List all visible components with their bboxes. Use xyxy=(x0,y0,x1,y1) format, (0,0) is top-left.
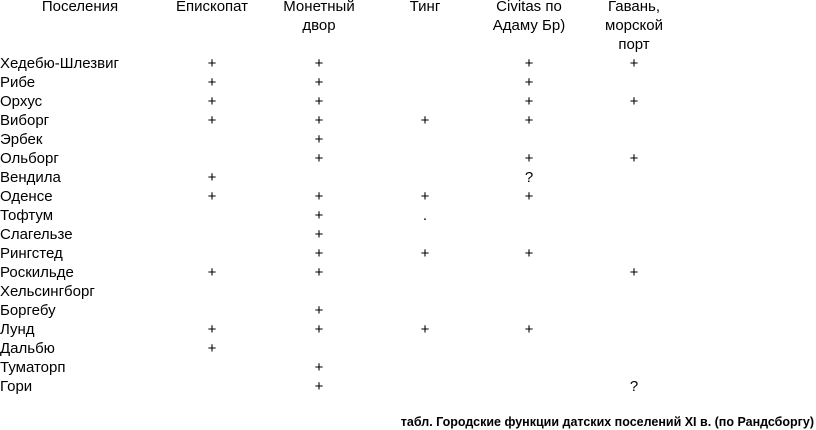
table-cell: + xyxy=(629,55,639,72)
header-cell: Гавань, xyxy=(607,0,661,15)
header-cell: морской xyxy=(605,17,663,34)
table-cell: + xyxy=(314,264,324,281)
table-cell: + xyxy=(629,150,639,167)
table-cell: + xyxy=(314,150,324,167)
table-caption: табл. Городские функции датских поселени… xyxy=(400,415,814,429)
table-cell: + xyxy=(314,131,324,148)
table-cell: + xyxy=(314,302,324,319)
table-cell: + xyxy=(420,188,430,205)
table-cell: + xyxy=(314,188,324,205)
header-cell: Адаму Бр) xyxy=(492,17,566,34)
settlement-name: Оденсе xyxy=(0,188,53,205)
settlement-name: Лунд xyxy=(0,321,35,338)
settlement-name: Слагельзе xyxy=(0,226,73,243)
table-cell: + xyxy=(207,169,217,186)
header-cell: порт xyxy=(618,36,650,53)
table-cell: + xyxy=(524,112,534,129)
table-cell: + xyxy=(314,55,324,72)
settlement-name: Хельсингборг xyxy=(0,283,95,300)
settlement-name: Орхус xyxy=(0,93,43,110)
table-cell: + xyxy=(207,264,217,281)
table-cell: + xyxy=(524,55,534,72)
settlement-name: Гори xyxy=(0,378,33,395)
header-cell: Епископат xyxy=(175,0,249,15)
settlement-name: Рибе xyxy=(0,74,36,91)
header-cell: Тинг xyxy=(409,0,441,15)
table-cell: + xyxy=(314,207,324,224)
table-cell: + xyxy=(314,359,324,376)
table-cell: + xyxy=(420,112,430,129)
header-cell: двор xyxy=(302,17,336,34)
table-cell: + xyxy=(314,245,324,262)
header-cell: Монетный xyxy=(283,0,355,15)
settlement-name: Боргебу xyxy=(0,302,56,319)
settlement-name: Тофтум xyxy=(0,207,54,224)
settlement-name: Ольборг xyxy=(0,150,59,167)
table-cell: + xyxy=(207,55,217,72)
settlement-name: Туматорп xyxy=(0,359,66,376)
table-cell: + xyxy=(314,226,324,243)
table-cell: + xyxy=(524,74,534,91)
settlement-name: Дальбю xyxy=(0,340,55,357)
table-cell: + xyxy=(524,150,534,167)
table-cell: . xyxy=(422,207,428,224)
table-cell: ? xyxy=(524,169,534,186)
header-cell: Поселения xyxy=(41,0,119,15)
table-cell: + xyxy=(524,93,534,110)
table-cell: + xyxy=(524,321,534,338)
table-cell: + xyxy=(207,74,217,91)
table-cell: + xyxy=(207,321,217,338)
table-cell: + xyxy=(420,321,430,338)
settlement-name: Рингстед xyxy=(0,245,63,262)
table-cell: + xyxy=(207,340,217,357)
settlement-name: Виборг xyxy=(0,112,50,129)
settlement-name: Вендила xyxy=(0,169,61,186)
table-cell: + xyxy=(314,74,324,91)
table-cell: + xyxy=(420,245,430,262)
table-cell: + xyxy=(524,245,534,262)
settlement-name: Эрбек xyxy=(0,131,43,148)
table-cell: + xyxy=(314,378,324,395)
table-cell: + xyxy=(207,188,217,205)
table-cell: + xyxy=(629,264,639,281)
table-cell: + xyxy=(629,93,639,110)
table-cell: + xyxy=(207,93,217,110)
table-cell: + xyxy=(314,93,324,110)
table-cell: + xyxy=(524,188,534,205)
settlement-name: Роскильде xyxy=(0,264,74,281)
header-cell: Civitas по xyxy=(496,0,562,15)
table-cell: + xyxy=(314,112,324,129)
table-cell: + xyxy=(207,112,217,129)
settlement-name: Хедебю-Шлезвиг xyxy=(0,55,119,72)
table-cell: + xyxy=(314,321,324,338)
table-cell: ? xyxy=(629,378,639,395)
